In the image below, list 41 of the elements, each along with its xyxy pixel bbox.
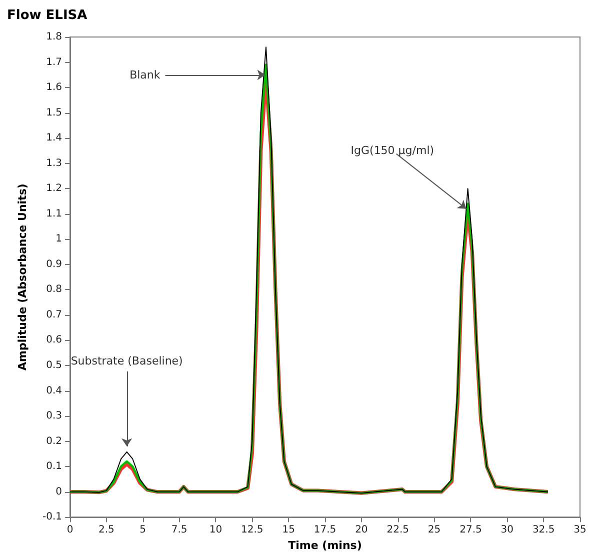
x-tick-label: 25	[428, 524, 441, 536]
y-tick-label: 0.5	[46, 360, 62, 371]
x-tick-label: 5	[140, 524, 146, 536]
x-tick-label: 7.5	[171, 524, 188, 536]
x-tick-label: 17.5	[314, 524, 336, 536]
y-tick-label: 1.3	[46, 158, 62, 169]
y-tick-label: 0.9	[46, 258, 62, 270]
annotation: Substrate (Baseline)	[70, 354, 183, 368]
y-tick-label: 0.8	[46, 284, 62, 296]
y-tick-label: 1.1	[46, 208, 62, 220]
x-tick-label: 2.5	[98, 524, 114, 536]
y-tick-label: 0.6	[46, 334, 62, 346]
x-tick-label: 32.5	[532, 524, 555, 536]
x-tick-label: 0	[66, 524, 74, 536]
y-tick-label: 0	[56, 486, 62, 498]
y-tick-label: 1.5	[46, 107, 62, 118]
y-tick-label: 1.6	[46, 82, 62, 94]
y-tick-label: 1	[56, 234, 62, 245]
x-tick-label: 15	[282, 524, 295, 536]
y-tick-label: 0.7	[46, 309, 62, 320]
x-tick-label: 27.5	[460, 524, 482, 536]
y-tick-label: 1.4	[46, 132, 62, 144]
chart-title: Flow ELISA	[7, 8, 88, 23]
y-axis-title: Amplitude (Absorbance Units)	[16, 184, 29, 371]
x-tick-label: 22.5	[386, 524, 409, 536]
annotation: IgG(150 µg/ml)	[350, 144, 434, 158]
annotation: Blank	[130, 68, 161, 82]
y-tick-label: 1.7	[46, 56, 62, 68]
y-tick-label: 0.4	[46, 385, 62, 396]
y-tick-label: 1.8	[46, 32, 62, 42]
x-tick-label: 35	[574, 524, 586, 536]
x-tick-label: 12.5	[241, 524, 264, 536]
x-tick-label: 10	[209, 524, 222, 536]
y-tick-label: 0.2	[46, 436, 62, 447]
y-tick-label: 1.2	[46, 183, 62, 194]
y-tick-label: -0.1	[42, 512, 62, 523]
y-tick-label: 0.1	[46, 461, 62, 472]
x-tick-label: 20	[355, 524, 368, 536]
y-tick-label: 0.3	[46, 410, 62, 422]
x-axis-title: Time (mins)	[288, 539, 362, 552]
x-tick-label: 30	[500, 524, 514, 536]
